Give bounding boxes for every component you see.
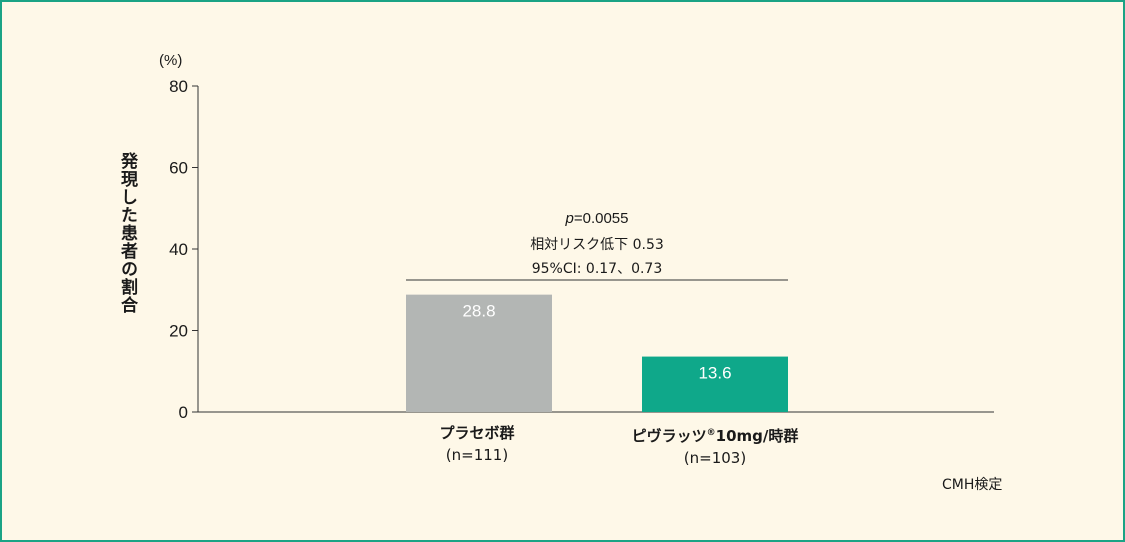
footnote-test-method: CMH検定	[942, 477, 1003, 493]
category-label-treatment: ピヴラッツ®10mg/時群 (n=103)	[595, 422, 835, 469]
p-value: p=0.0055	[406, 210, 788, 227]
y-tick-label: 0	[179, 403, 188, 422]
category-name-placebo: プラセボ群	[439, 424, 515, 442]
y-tick-label: 60	[169, 159, 188, 178]
bar-value-label: 13.6	[698, 364, 731, 383]
bar-value-label: 28.8	[462, 302, 495, 321]
confidence-interval: 95%CI: 0.17、0.73	[531, 261, 663, 277]
category-n-placebo: (n=111)	[445, 446, 509, 464]
p-value-number: =0.0055	[573, 210, 629, 227]
category-name-treatment-wrap: ピヴラッツ®10mg/時群	[595, 422, 835, 447]
category-label-placebo: プラセボ群 (n=111)	[357, 422, 597, 466]
registered-mark: ®	[706, 428, 716, 438]
y-ticks: 0 20 40 60 80	[169, 77, 198, 422]
p-symbol: p	[565, 210, 574, 227]
bar-treatment	[642, 356, 788, 412]
y-axis-label: 発現した患者の割合	[117, 152, 137, 314]
bars: 28.8 13.6	[406, 294, 788, 412]
y-tick-label: 80	[169, 77, 188, 96]
category-name-treatment-suffix: 10mg/時群	[715, 427, 799, 445]
bar-placebo	[406, 294, 552, 412]
y-tick-label: 40	[169, 240, 188, 259]
category-name-treatment: ピヴラッツ	[631, 427, 707, 445]
category-n-treatment: (n=103)	[683, 449, 747, 467]
y-tick-label: 20	[169, 322, 188, 341]
relative-risk-reduction: 相対リスク低下 0.53	[530, 237, 664, 253]
y-axis-unit: (%)	[159, 52, 183, 69]
